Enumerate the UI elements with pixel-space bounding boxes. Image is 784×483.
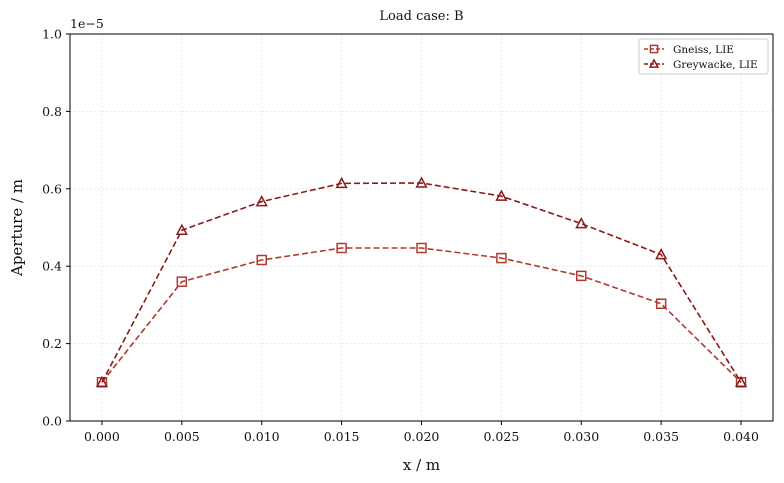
- data-point-marker: [336, 242, 347, 254]
- chart-title: Load case: B: [379, 9, 463, 24]
- y-axis-offset-label: 1e−5: [70, 16, 104, 31]
- x-axis-label: x / m: [403, 456, 440, 474]
- series-2: [95, 176, 748, 388]
- grid: [70, 33, 773, 422]
- y-tick-label: 0.0: [42, 414, 62, 429]
- x-tick-label: 0.020: [404, 429, 440, 444]
- data-point-marker: [256, 254, 267, 266]
- x-tick-label: 0.035: [643, 429, 679, 444]
- series-line: [101, 247, 742, 383]
- data-point-marker: [335, 176, 348, 189]
- series-line: [101, 182, 742, 383]
- data-point-marker: [416, 242, 427, 254]
- data-point-marker: [415, 176, 428, 188]
- legend-item: Greywacke, LIE: [644, 58, 758, 71]
- data-point-marker: [255, 194, 268, 207]
- x-tick-label: 0.005: [164, 429, 200, 444]
- legend-label: Greywacke, LIE: [673, 59, 758, 71]
- x-tick-label: 0.025: [483, 429, 519, 444]
- data-point-marker: [176, 276, 188, 287]
- data-point-marker: [575, 217, 588, 229]
- x-tick-label: 0.010: [244, 429, 280, 444]
- data-point-marker: [655, 247, 668, 260]
- y-tick-label: 0.2: [42, 336, 62, 351]
- legend: Gneiss, LIE Greywacke, LIE: [638, 38, 769, 75]
- legend-marker: [649, 44, 659, 54]
- legend-item: Gneiss, LIE: [644, 44, 734, 56]
- axis-ticks: 0.000 0.005 0.010 0.015 0.020 0.025 0.030 0.035…: [42, 27, 759, 445]
- data-point-marker: [95, 375, 109, 388]
- data-point-marker: [576, 270, 587, 282]
- x-tick-label: 0.040: [723, 429, 759, 444]
- x-tick-label: 0.000: [84, 429, 120, 444]
- y-tick-label: 0.6: [42, 181, 62, 196]
- legend-box: [638, 38, 769, 75]
- legend-marker: [648, 58, 660, 68]
- x-tick-label: 0.015: [324, 429, 360, 444]
- y-axis-label: Aperture / m: [8, 179, 26, 277]
- y-tick-label: 1.0: [42, 27, 62, 42]
- legend-label: Gneiss, LIE: [673, 44, 734, 56]
- y-tick-label: 0.8: [42, 104, 62, 119]
- data-point-marker: [496, 252, 507, 264]
- data-point-marker: [175, 223, 188, 235]
- data-point-marker: [495, 189, 508, 201]
- data-point-marker: [655, 298, 667, 309]
- x-tick-label: 0.030: [563, 429, 599, 444]
- data-point-marker: [734, 375, 748, 388]
- series-layer: [95, 176, 748, 388]
- y-tick-label: 0.4: [42, 259, 62, 274]
